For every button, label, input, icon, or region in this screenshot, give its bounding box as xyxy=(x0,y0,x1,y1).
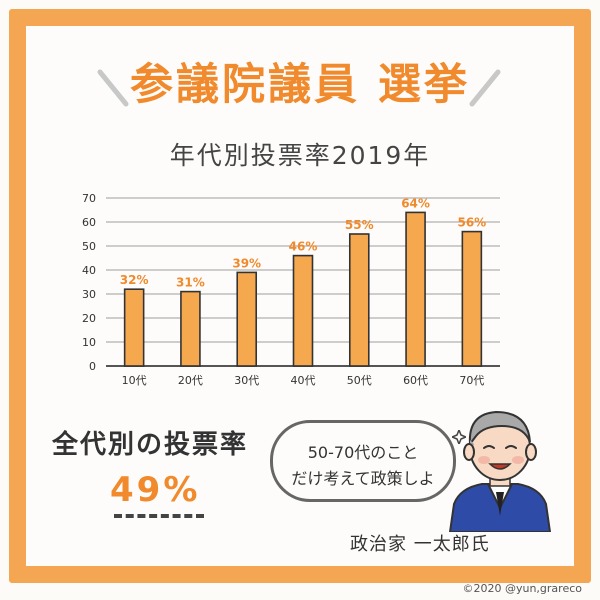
bar-value-label: 32% xyxy=(120,273,149,287)
speech-line-2: だけ考えて政策しよ xyxy=(291,469,435,488)
bar xyxy=(461,230,483,367)
bar xyxy=(180,290,201,367)
x-tick-label: 30代 xyxy=(234,374,259,387)
bar xyxy=(236,271,258,367)
y-tick-label: 20 xyxy=(82,312,96,325)
bar-value-label: 46% xyxy=(289,240,318,254)
x-tick-label: 60代 xyxy=(403,374,428,387)
speaker-name: 政治家 一太郎氏 xyxy=(350,534,490,555)
y-tick-label: 30 xyxy=(82,288,96,301)
x-tick-label: 20代 xyxy=(178,374,203,387)
bar xyxy=(292,254,314,367)
sparkle-icon xyxy=(452,430,466,444)
x-tick-label: 50代 xyxy=(347,374,372,387)
bar-value-label: 64% xyxy=(401,196,430,210)
y-tick-label: 70 xyxy=(82,192,96,205)
y-tick-label: 60 xyxy=(82,216,96,229)
y-tick-label: 0 xyxy=(89,360,96,373)
x-tick-label: 10代 xyxy=(122,374,147,387)
y-tick-label: 10 xyxy=(82,336,96,349)
page-title: 参議院議員 選挙 xyxy=(130,60,470,110)
politician-avatar xyxy=(448,410,552,532)
bar xyxy=(123,288,145,367)
bar-value-label: 55% xyxy=(345,218,374,232)
bar xyxy=(405,211,426,367)
y-tick-label: 50 xyxy=(82,240,96,253)
x-tick-label: 40代 xyxy=(291,374,316,387)
overall-turnout-value: 49% xyxy=(110,470,201,510)
bar xyxy=(348,233,370,367)
bar-value-label: 39% xyxy=(232,256,261,270)
bar-value-label: 56% xyxy=(457,216,486,230)
bar-value-label: 31% xyxy=(176,276,205,290)
value-underline xyxy=(114,514,204,518)
y-tick-label: 40 xyxy=(82,264,96,277)
x-tick-label: 70代 xyxy=(459,374,484,387)
speech-bubble: 50-70代のこと だけ考えて政策しよ xyxy=(270,420,456,502)
copyright-credit: ©2020 @yun,grareco xyxy=(462,582,582,595)
chart-subtitle: 年代別投票率2019年 xyxy=(169,141,431,170)
left-accent-mark xyxy=(97,69,129,107)
speech-line-1: 50-70代のこと xyxy=(307,443,419,462)
overall-turnout-label: 全代別の投票率 xyxy=(52,430,249,460)
right-accent-mark xyxy=(469,69,501,107)
